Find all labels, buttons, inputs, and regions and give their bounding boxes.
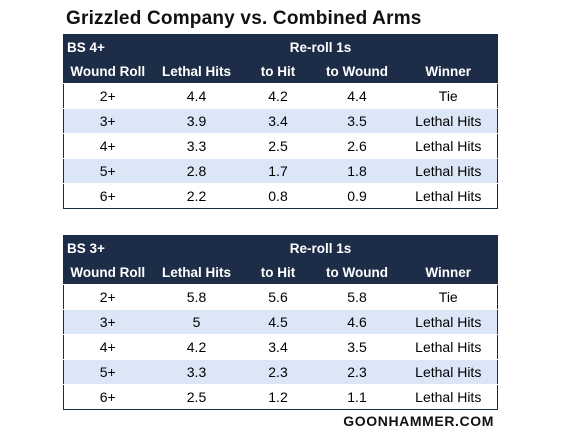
table-cell: 3.4 [241,334,315,360]
table-cell: 4.2 [151,334,242,360]
table-row: 6+ 2.2 0.8 0.9 Lethal Hits [63,183,498,209]
table-header-row: BS 3+ Re-roll 1s [63,235,498,260]
table-header-row: BS 4+ Re-roll 1s [63,34,498,59]
column-header: to Hit [241,260,315,285]
bs3-table: BS 3+ Re-roll 1s Wound Roll Lethal Hits … [63,235,498,410]
empty-header-cell [399,235,498,260]
bs-label: BS 3+ [63,235,152,260]
table-cell: 5.8 [314,284,400,310]
table-cell: 4.6 [314,309,400,335]
table-row: 2+ 5.8 5.6 5.8 Tie [63,284,498,310]
table-cell: 4.2 [241,83,315,109]
table-cell: 2+ [63,83,152,109]
group-header: Re-roll 1s [241,34,400,59]
table-row: 5+ 3.3 2.3 2.3 Lethal Hits [63,359,498,385]
site-watermark: GOONHAMMER.COM [343,413,494,429]
table-cell: Lethal Hits [399,334,498,360]
table-row: 4+ 3.3 2.5 2.6 Lethal Hits [63,133,498,159]
table-cell: 2.6 [314,133,400,159]
table-cell: 3.5 [314,108,400,134]
column-header: to Hit [241,59,315,84]
table-cell: 5.8 [151,284,242,310]
table-row: 5+ 2.8 1.7 1.8 Lethal Hits [63,158,498,184]
table-cell: 4+ [63,133,152,159]
table-cell: 4.4 [314,83,400,109]
table-cell: 2.8 [151,158,242,184]
table-cell: Lethal Hits [399,183,498,209]
table-cell: 3.4 [241,108,315,134]
table-cell: Lethal Hits [399,133,498,159]
table-cell: 2+ [63,284,152,310]
table-cell: Tie [399,284,498,310]
table-cell: 2.5 [151,384,242,410]
empty-header-cell [151,235,242,260]
table-row: 6+ 2.5 1.2 1.1 Lethal Hits [63,384,498,410]
column-header: Lethal Hits [151,59,242,84]
column-header-row: Wound Roll Lethal Hits to Hit to Wound W… [63,59,498,84]
table-cell: 6+ [63,183,152,209]
column-header: to Wound [314,260,400,285]
table-cell: 4.4 [151,83,242,109]
table-cell: 4+ [63,334,152,360]
table-cell: 3.3 [151,133,242,159]
table-cell: 3+ [63,309,152,335]
table-cell: Lethal Hits [399,158,498,184]
column-header: Wound Roll [63,260,152,285]
table-cell: Lethal Hits [399,384,498,410]
table-cell: 0.9 [314,183,400,209]
table-cell: 2.5 [241,133,315,159]
table-cell: 2.2 [151,183,242,209]
table-cell: 3.3 [151,359,242,385]
table-row: 3+ 5 4.5 4.6 Lethal Hits [63,309,498,335]
table-cell: 3+ [63,108,152,134]
table-cell: 4.5 [241,309,315,335]
page-title: Grizzled Company vs. Combined Arms [66,8,422,29]
table-cell: 1.2 [241,384,315,410]
table-cell: 1.1 [314,384,400,410]
column-header-row: Wound Roll Lethal Hits to Hit to Wound W… [63,260,498,285]
table-cell: 1.8 [314,158,400,184]
table-cell: 5+ [63,158,152,184]
group-header: Re-roll 1s [241,235,400,260]
table-cell: 3.9 [151,108,242,134]
column-header: Winner [399,59,498,84]
table-cell: 3.5 [314,334,400,360]
bs-label: BS 4+ [63,34,152,59]
table-row: 2+ 4.4 4.2 4.4 Tie [63,83,498,109]
table-cell: Lethal Hits [399,359,498,385]
table-row: 4+ 4.2 3.4 3.5 Lethal Hits [63,334,498,360]
table-cell: 2.3 [314,359,400,385]
table-cell: Lethal Hits [399,309,498,335]
empty-header-cell [399,34,498,59]
table-cell: Lethal Hits [399,108,498,134]
table-row: 3+ 3.9 3.4 3.5 Lethal Hits [63,108,498,134]
column-header: Wound Roll [63,59,152,84]
table-cell: 5+ [63,359,152,385]
column-header: to Wound [314,59,400,84]
table-cell: 1.7 [241,158,315,184]
column-header: Lethal Hits [151,260,242,285]
column-header: Winner [399,260,498,285]
table-cell: 0.8 [241,183,315,209]
table-cell: 6+ [63,384,152,410]
table-cell: 5.6 [241,284,315,310]
table-cell: 5 [151,309,242,335]
empty-header-cell [151,34,242,59]
table-cell: Tie [399,83,498,109]
bs4-table: BS 4+ Re-roll 1s Wound Roll Lethal Hits … [63,34,498,209]
table-cell: 2.3 [241,359,315,385]
